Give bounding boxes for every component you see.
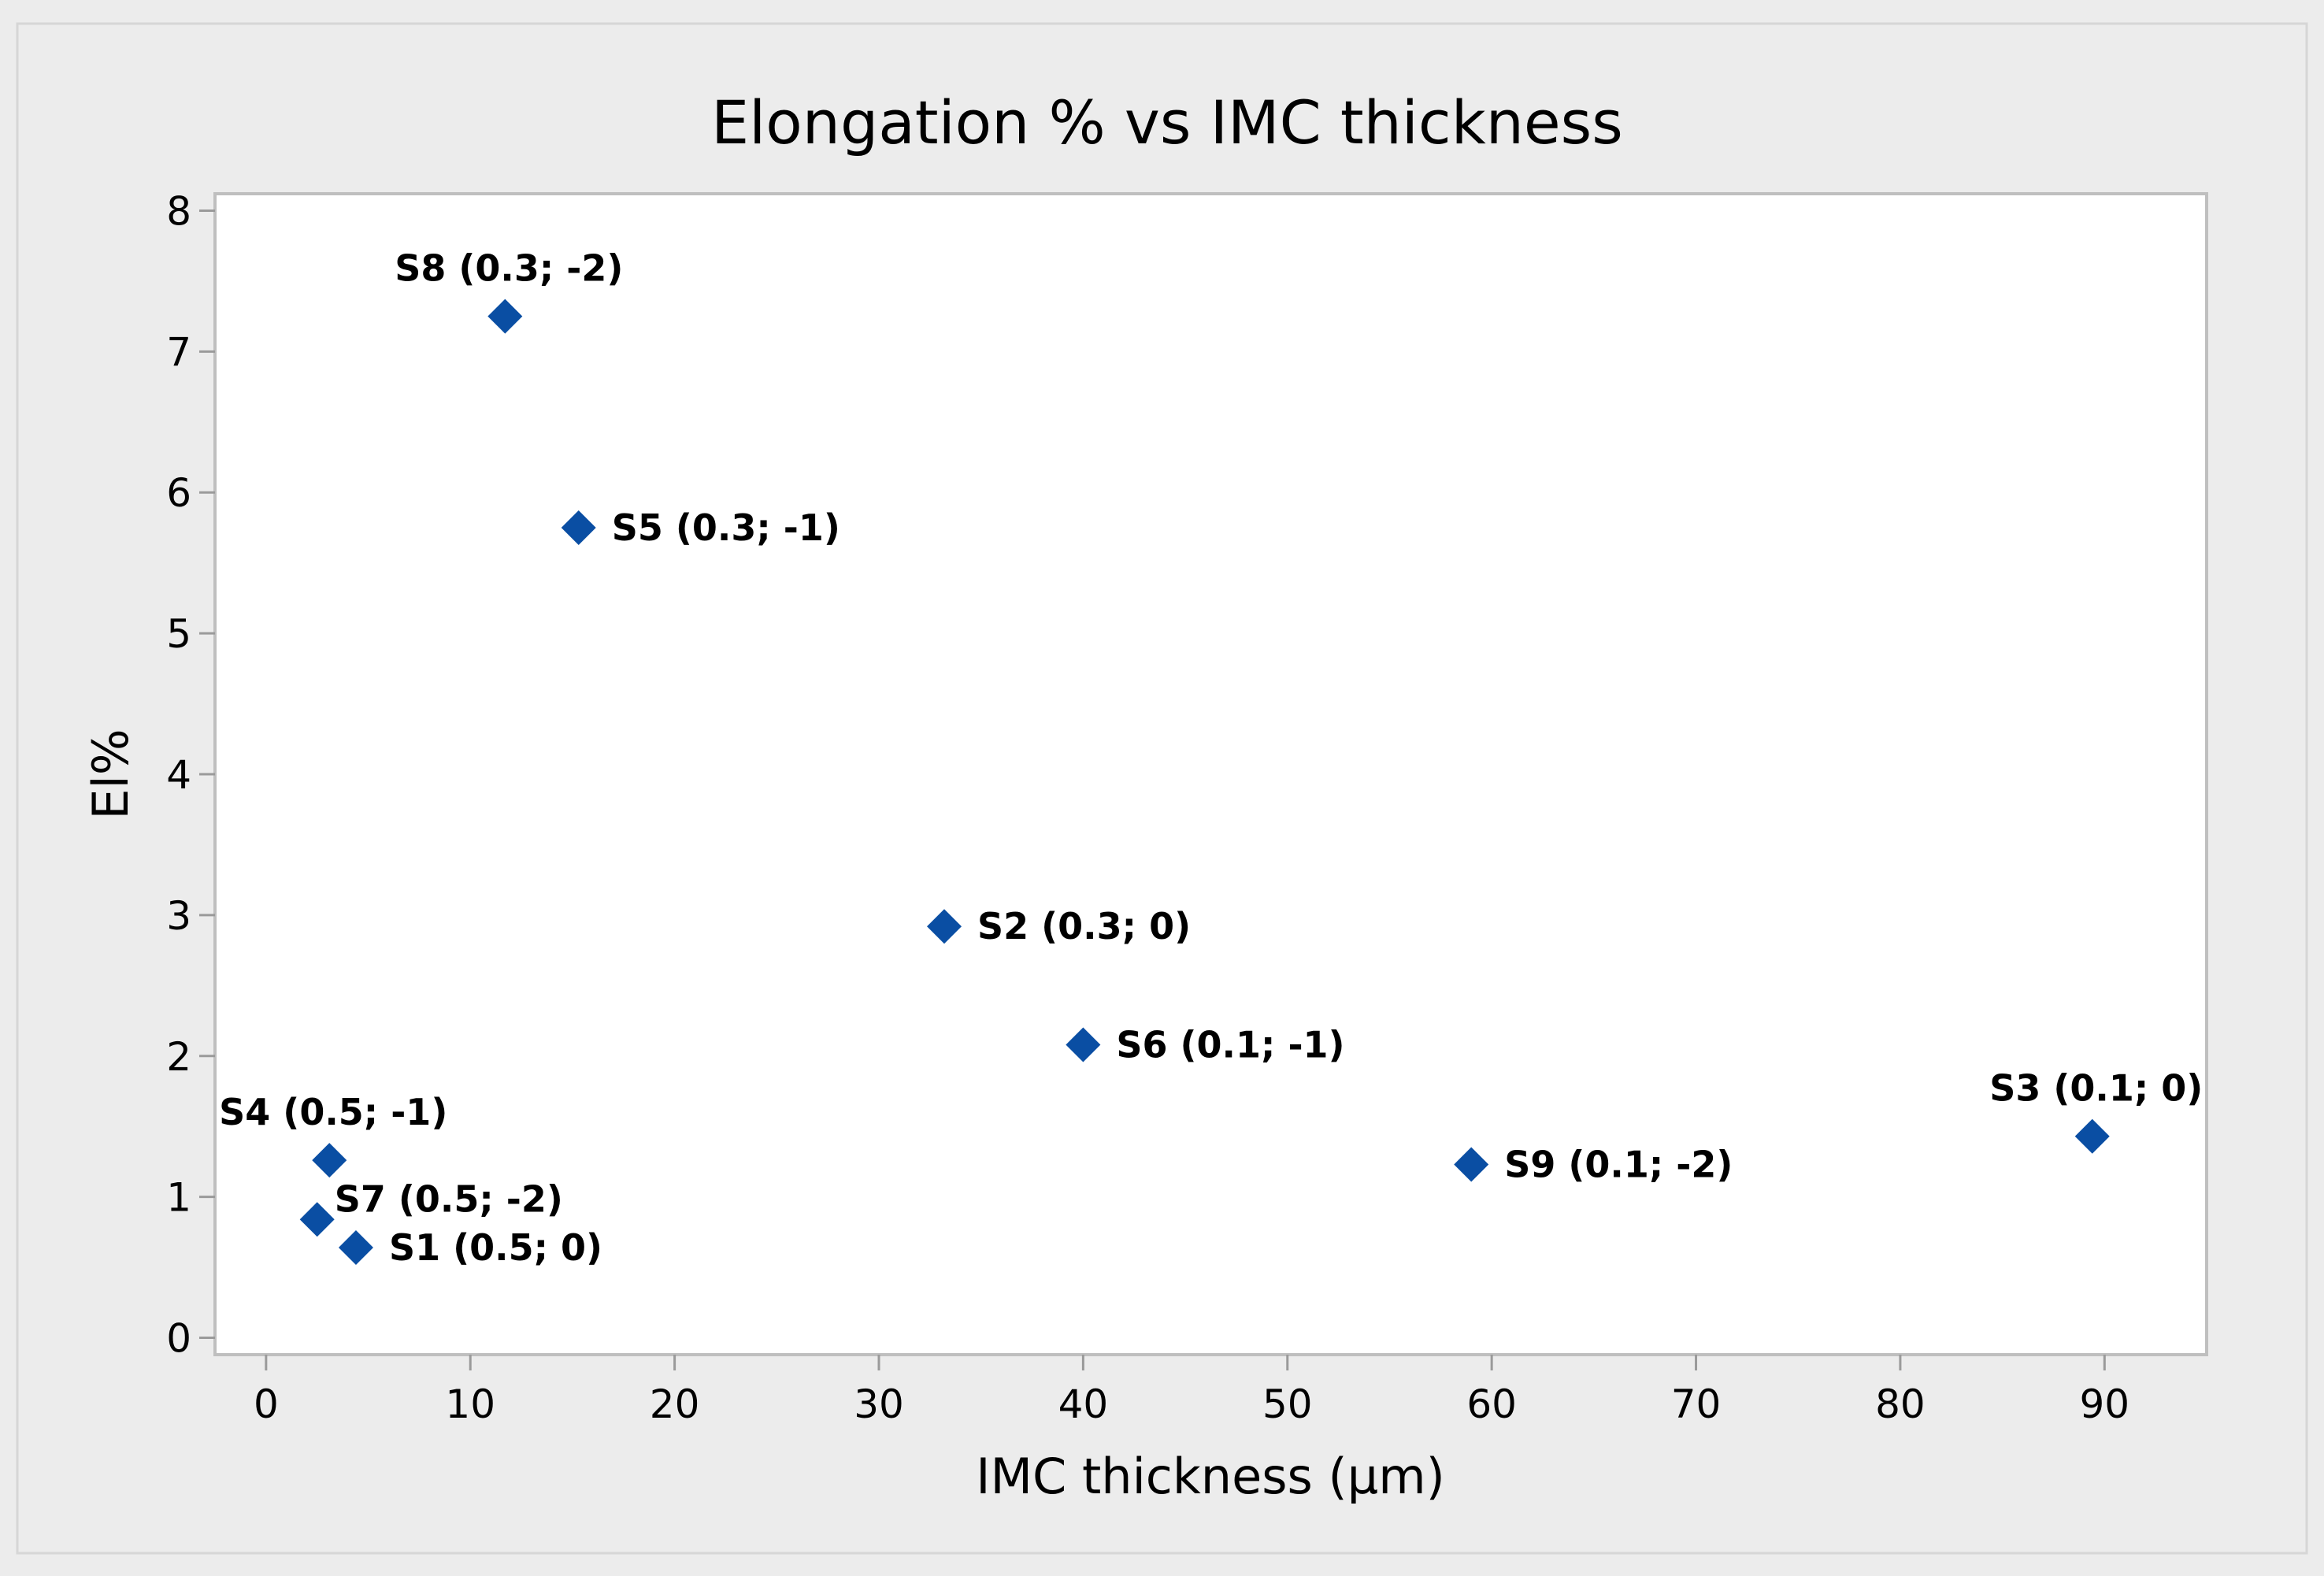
point-label: S7 (0.5; -2): [335, 1177, 563, 1220]
diamond-marker: [312, 1143, 347, 1178]
x-tick-label: 20: [650, 1381, 700, 1427]
data-point: S1 (0.5; 0): [338, 1226, 602, 1269]
y-tick-label: 3: [166, 893, 191, 939]
y-tick-label: 6: [166, 470, 191, 516]
chart-title: Elongation % vs IMC thickness: [711, 87, 1623, 158]
x-axis: 0 10 20 30 40 50 60 70 80 90: [254, 1355, 2129, 1427]
data-point: S7 (0.5; -2): [299, 1177, 563, 1237]
point-label: S6 (0.1; -1): [1116, 1023, 1344, 1066]
y-tick-label: 4: [166, 752, 191, 798]
diamond-marker: [561, 510, 596, 545]
diamond-marker: [1454, 1147, 1489, 1182]
x-tick-label: 60: [1466, 1381, 1517, 1427]
y-tick-label: 8: [166, 188, 191, 234]
y-axis-label: El%: [82, 729, 139, 819]
x-tick-label: 40: [1058, 1381, 1109, 1427]
data-point: S5 (0.3; -1): [561, 506, 840, 549]
diamond-marker: [1066, 1027, 1101, 1062]
diamond-marker: [338, 1230, 373, 1266]
point-label: S2 (0.3; 0): [977, 905, 1191, 947]
point-label: S8 (0.3; -2): [395, 247, 623, 290]
diamond-marker: [927, 909, 962, 944]
point-label: S5 (0.3; -1): [612, 506, 840, 549]
y-tick-label: 7: [166, 329, 191, 375]
diamond-marker: [487, 299, 523, 334]
data-point: S4 (0.5; -1): [219, 1091, 447, 1178]
x-tick-label: 90: [2079, 1381, 2129, 1427]
data-point: S6 (0.1; -1): [1066, 1023, 1345, 1066]
y-tick-label: 0: [166, 1316, 191, 1362]
point-label: S3 (0.1; 0): [1989, 1067, 2203, 1110]
y-tick-label: 1: [166, 1175, 191, 1221]
y-tick-label: 2: [166, 1034, 191, 1080]
x-tick-label: 80: [1875, 1381, 1926, 1427]
x-tick-label: 10: [445, 1381, 495, 1427]
point-label: S4 (0.5; -1): [219, 1091, 447, 1133]
point-label: S1 (0.5; 0): [389, 1226, 602, 1269]
x-tick-label: 30: [854, 1381, 904, 1427]
y-axis: 0 1 2 3 4 5 6 7 8: [166, 188, 215, 1362]
diamond-marker: [2074, 1118, 2110, 1154]
x-axis-label: IMC thickness (µm): [976, 1448, 1445, 1505]
x-tick-label: 70: [1671, 1381, 1722, 1427]
x-tick-label: 0: [254, 1381, 279, 1427]
data-point: S2 (0.3; 0): [927, 905, 1191, 947]
plot-area: [213, 192, 2208, 1356]
x-tick-label: 50: [1262, 1381, 1313, 1427]
data-point: S9 (0.1; -2): [1454, 1144, 1733, 1186]
point-label: S9 (0.1; -2): [1504, 1144, 1733, 1186]
outer-border: [16, 22, 2308, 1555]
y-tick-label: 5: [166, 611, 191, 657]
data-points: S8 (0.3; -2) S5 (0.3; -1) S2 (0.3; 0) S6 (0…: [219, 247, 2203, 1269]
diamond-marker: [299, 1202, 335, 1237]
data-point: S8 (0.3; -2): [395, 247, 623, 334]
data-point: S3 (0.1; 0): [1989, 1067, 2203, 1154]
